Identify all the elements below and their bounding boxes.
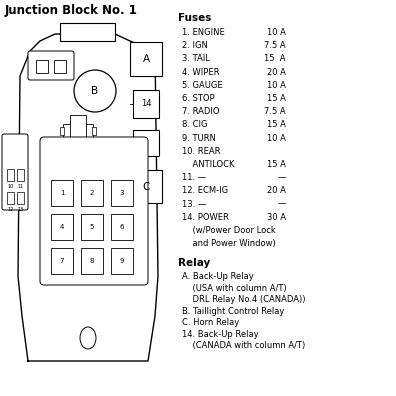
Bar	[81, 180, 103, 206]
Text: 15 A: 15 A	[267, 160, 286, 169]
Bar	[63, 124, 93, 138]
Text: 14. POWER: 14. POWER	[182, 213, 229, 222]
Text: 9. TURN: 9. TURN	[182, 133, 216, 143]
Text: Relay: Relay	[178, 259, 210, 268]
Text: Fuses: Fuses	[178, 13, 211, 23]
Text: 8: 8	[90, 258, 94, 264]
Text: Junction Block No. 1: Junction Block No. 1	[5, 4, 138, 17]
Text: 1: 1	[60, 190, 64, 196]
Text: DRL Relay No.4 (CANADA)): DRL Relay No.4 (CANADA))	[182, 295, 305, 305]
Bar	[17, 169, 24, 181]
Bar	[133, 130, 159, 156]
Circle shape	[74, 70, 116, 112]
Text: 11: 11	[17, 184, 24, 189]
Polygon shape	[18, 34, 158, 361]
Text: 15 A: 15 A	[267, 94, 286, 103]
Bar	[51, 214, 73, 240]
Text: 2. IGN: 2. IGN	[182, 41, 208, 50]
Bar	[81, 214, 103, 240]
Text: A: A	[143, 54, 150, 64]
Text: —: —	[278, 173, 286, 182]
Text: 14: 14	[141, 99, 151, 109]
Text: 10 A: 10 A	[267, 81, 286, 90]
Text: 15  A: 15 A	[265, 54, 286, 63]
Text: 7. RADIO: 7. RADIO	[182, 107, 219, 116]
Bar	[54, 60, 66, 73]
Text: 7.5 A: 7.5 A	[265, 41, 286, 50]
Text: B. Taillight Control Relay: B. Taillight Control Relay	[182, 307, 284, 316]
Text: 15 A: 15 A	[267, 120, 286, 129]
Bar	[111, 180, 133, 206]
Text: ANTILOCK: ANTILOCK	[182, 160, 234, 169]
Bar	[51, 248, 73, 274]
Bar	[7, 192, 14, 204]
Text: 14. Back-Up Relay: 14. Back-Up Relay	[182, 330, 259, 339]
Text: 13. —: 13. —	[182, 200, 206, 209]
Text: 7.5 A: 7.5 A	[265, 107, 286, 116]
Bar	[92, 127, 96, 135]
Bar	[7, 169, 14, 181]
Text: 5: 5	[90, 224, 94, 230]
Bar	[51, 180, 73, 206]
Text: C: C	[142, 181, 150, 192]
Text: and Power Window): and Power Window)	[182, 239, 276, 248]
Text: 7: 7	[60, 258, 64, 264]
FancyBboxPatch shape	[28, 51, 74, 80]
Text: (USA with column A/T): (USA with column A/T)	[182, 284, 287, 293]
Text: (CANADA with column A/T): (CANADA with column A/T)	[182, 341, 305, 350]
Text: 4. WIPER: 4. WIPER	[182, 68, 219, 76]
Text: 3. TAIL: 3. TAIL	[182, 54, 210, 63]
Text: 10: 10	[8, 184, 13, 189]
Text: C. Horn Relay: C. Horn Relay	[182, 318, 239, 327]
Text: 10 A: 10 A	[267, 133, 286, 143]
Bar	[130, 170, 162, 203]
Bar	[111, 248, 133, 274]
Bar	[17, 192, 24, 204]
Text: (w/Power Door Lock: (w/Power Door Lock	[182, 226, 276, 235]
Text: 9: 9	[120, 258, 124, 264]
Text: 4: 4	[60, 224, 64, 230]
Text: 3: 3	[120, 190, 124, 196]
Bar	[60, 23, 115, 41]
Text: 13: 13	[17, 207, 24, 212]
Text: 30 A: 30 A	[267, 213, 286, 222]
Text: 1. ENGINE: 1. ENGINE	[182, 28, 225, 37]
Bar	[81, 248, 103, 274]
Text: 20 A: 20 A	[267, 68, 286, 76]
Bar	[60, 127, 64, 135]
FancyBboxPatch shape	[40, 137, 148, 285]
Text: 10 A: 10 A	[267, 28, 286, 37]
Text: 20 A: 20 A	[267, 187, 286, 195]
Bar	[133, 90, 159, 118]
Text: A. Back-Up Relay: A. Back-Up Relay	[182, 272, 254, 282]
Text: 2: 2	[90, 190, 94, 196]
Text: 8. CIG: 8. CIG	[182, 120, 208, 129]
Text: B: B	[91, 86, 99, 96]
Bar	[130, 42, 162, 76]
FancyBboxPatch shape	[2, 134, 28, 210]
Bar	[70, 115, 86, 147]
Text: 12: 12	[8, 207, 13, 212]
Text: 10. REAR: 10. REAR	[182, 147, 221, 156]
Bar	[111, 214, 133, 240]
Text: 11. —: 11. —	[182, 173, 206, 182]
Text: 12. ECM-IG: 12. ECM-IG	[182, 187, 228, 195]
Text: 6: 6	[120, 224, 124, 230]
Ellipse shape	[80, 327, 96, 349]
Text: 6. STOP: 6. STOP	[182, 94, 215, 103]
Text: 5. GAUGE: 5. GAUGE	[182, 81, 223, 90]
Bar	[36, 60, 48, 73]
Text: —: —	[278, 200, 286, 209]
